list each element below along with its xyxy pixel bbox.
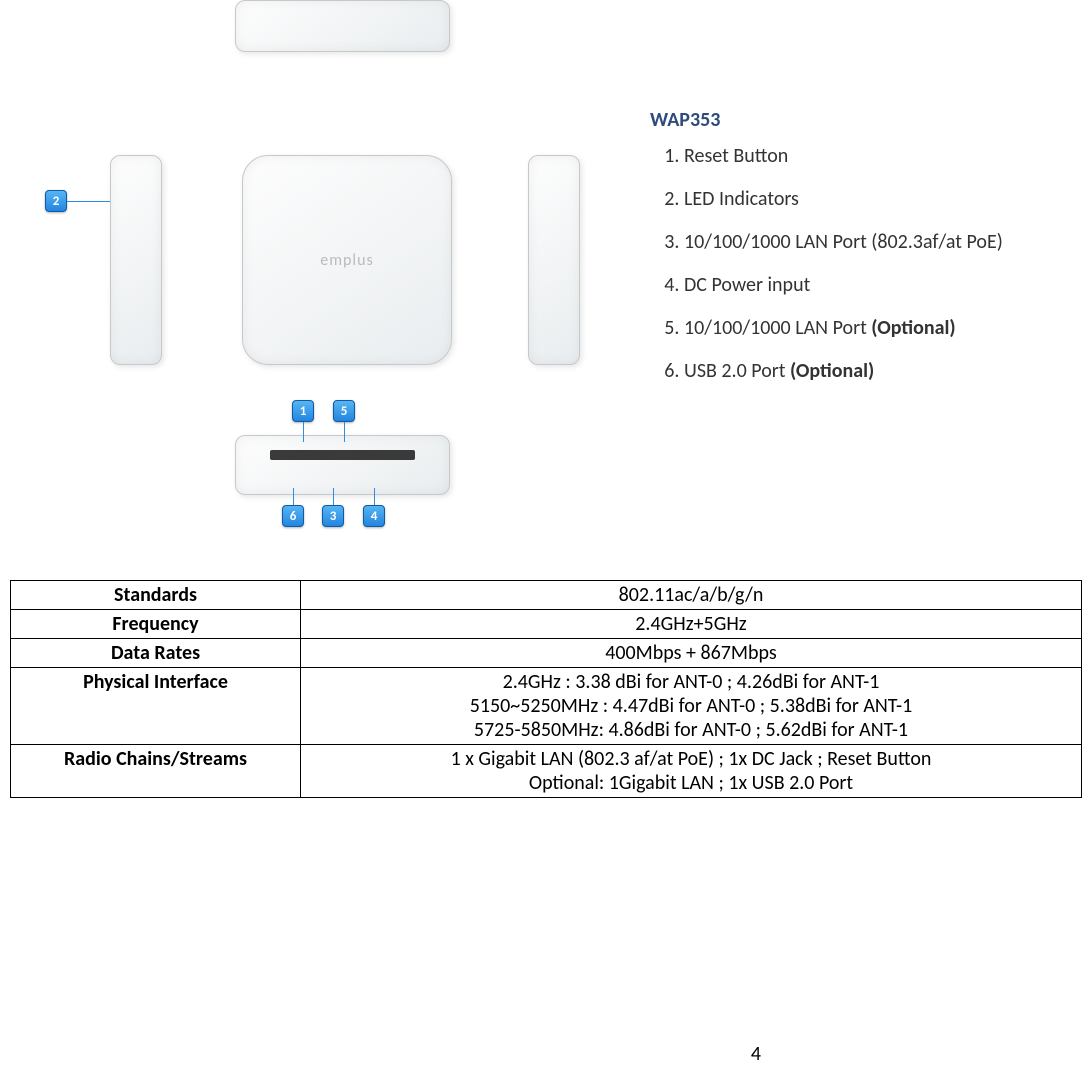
device-bottom-view [235, 435, 450, 495]
spec-value: 2.4GHz : 3.38 dBi for ANT-0 ; 4.26dBi fo… [301, 668, 1082, 745]
device-side-right [528, 155, 580, 365]
legend-item-optional: (Optional) [790, 359, 874, 383]
legend-item-optional: (Optional) [871, 316, 955, 340]
callout-leader-5 [344, 422, 345, 442]
callout-leader-1 [303, 422, 304, 442]
spec-table: Standards 802.11ac/a/b/g/n Frequency 2.4… [10, 580, 1082, 798]
legend-item-text: DC Power input [684, 273, 810, 297]
callout-badge-2: 2 [45, 190, 67, 212]
callout-badge-4: 4 [363, 505, 385, 527]
spec-line: 1 x Gigabit LAN (802.3 af/at PoE) ; 1x D… [309, 747, 1073, 771]
device-front-view: emplus [242, 155, 452, 365]
spec-label: Data Rates [11, 639, 301, 668]
device-side-left [110, 155, 162, 365]
spec-label: Frequency [11, 610, 301, 639]
spec-line: 802.11ac/a/b/g/n [309, 583, 1073, 607]
legend-item-text: USB 2.0 Port [684, 359, 785, 383]
device-top-view [235, 0, 450, 52]
spec-value: 802.11ac/a/b/g/n [301, 581, 1082, 610]
legend-title: WAP353 [650, 108, 1090, 132]
spec-line: 2.4GHz+5GHz [309, 612, 1073, 636]
callout-leader-3 [333, 488, 334, 505]
spec-label: Physical Interface [11, 668, 301, 745]
legend-item: DC Power input [684, 273, 1090, 298]
callout-badge-5: 5 [333, 400, 355, 422]
legend-item: 10/100/1000 LAN Port (802.3af/at PoE) [684, 230, 1090, 255]
table-row: Radio Chains/Streams 1 x Gigabit LAN (80… [11, 745, 1082, 798]
spec-label: Standards [11, 581, 301, 610]
spec-line: 5725-5850MHz: 4.86dBi for ANT-0 ; 5.62dB… [309, 718, 1073, 742]
callout-leader-2 [67, 201, 110, 202]
product-diagram: emplus 2 1 5 6 3 4 [45, 0, 600, 530]
spec-label: Radio Chains/Streams [11, 745, 301, 798]
legend-list: Reset Button LED Indicators 10/100/1000 … [650, 144, 1090, 384]
callout-leader-4 [374, 488, 375, 505]
spec-line: 400Mbps + 867Mbps [309, 641, 1073, 665]
legend-item: 10/100/1000 LAN Port (Optional) [684, 316, 1090, 341]
spec-line: 2.4GHz : 3.38 dBi for ANT-0 ; 4.26dBi fo… [309, 670, 1073, 694]
spec-value: 400Mbps + 867Mbps [301, 639, 1082, 668]
table-row: Standards 802.11ac/a/b/g/n [11, 581, 1082, 610]
table-row: Data Rates 400Mbps + 867Mbps [11, 639, 1082, 668]
spec-line: 5150~5250MHz : 4.47dBi for ANT-0 ; 5.38d… [309, 694, 1073, 718]
legend-item-text: 10/100/1000 LAN Port [684, 316, 867, 340]
table-row: Physical Interface 2.4GHz : 3.38 dBi for… [11, 668, 1082, 745]
legend-item: USB 2.0 Port (Optional) [684, 359, 1090, 384]
callout-badge-6: 6 [282, 505, 304, 527]
callout-badge-3: 3 [322, 505, 344, 527]
spec-value: 2.4GHz+5GHz [301, 610, 1082, 639]
legend-item: Reset Button [684, 144, 1090, 169]
legend-item-text: LED Indicators [684, 187, 799, 211]
legend-item-text: 10/100/1000 LAN Port (802.3af/at PoE) [684, 230, 1003, 254]
callout-leader-6 [293, 488, 294, 505]
legend: WAP353 Reset Button LED Indicators 10/10… [650, 108, 1090, 402]
page-number: 4 [0, 1042, 1092, 1066]
legend-item-text: Reset Button [684, 144, 788, 168]
table-row: Frequency 2.4GHz+5GHz [11, 610, 1082, 639]
callout-badge-1: 1 [292, 400, 314, 422]
legend-item: LED Indicators [684, 187, 1090, 212]
spec-line: Optional: 1Gigabit LAN ; 1x USB 2.0 Port [309, 771, 1073, 795]
spec-value: 1 x Gigabit LAN (802.3 af/at PoE) ; 1x D… [301, 745, 1082, 798]
